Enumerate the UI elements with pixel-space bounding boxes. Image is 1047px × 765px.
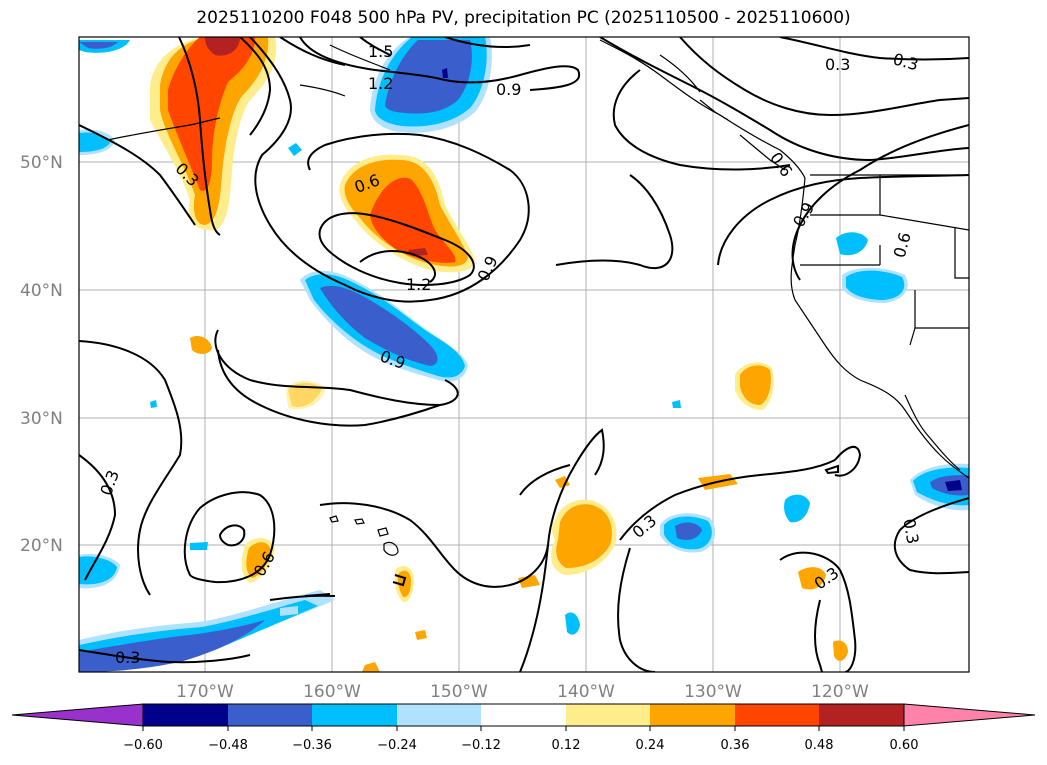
colorbar-bin <box>819 704 904 726</box>
colorbar-frame <box>142 703 905 727</box>
colorbar-bin <box>566 704 650 726</box>
colorbar-tick-label: −0.12 <box>461 738 501 753</box>
colorbar-tick-label: 0.24 <box>636 738 665 753</box>
map-frame <box>78 36 970 673</box>
colorbar-bin <box>312 704 397 726</box>
precip-negative-anomalies <box>79 37 969 672</box>
lon-label: 160°W <box>303 682 361 702</box>
contour-label: 1.2 <box>368 74 393 93</box>
lon-labels: 170°W 160°W 150°W 140°W 130°W 120°W <box>176 682 869 702</box>
contour-label: 0.3 <box>825 55 850 74</box>
colorbar-tick-label: −0.60 <box>123 738 163 753</box>
colorbar-bin <box>735 704 819 726</box>
contour-label: 1.5 <box>368 42 393 61</box>
colorbar-bin <box>397 704 481 726</box>
lon-label: 140°W <box>557 682 615 702</box>
colorbar-tick-label: 0.48 <box>805 738 834 753</box>
precip-positive-anomalies <box>150 37 848 672</box>
lon-label: 150°W <box>430 682 488 702</box>
contour-label: 0.3 <box>899 517 922 545</box>
lat-label: 20°N <box>20 536 63 556</box>
colorbar-tick-label: 0.60 <box>890 738 919 753</box>
colorbar: −0.60 −0.48 −0.36 −0.24 −0.12 0.12 0.24 … <box>11 703 1036 753</box>
lat-label: 50°N <box>20 153 63 173</box>
lat-label: 30°N <box>20 409 63 429</box>
colorbar-bin <box>143 704 228 726</box>
lat-labels: 50°N 40°N 30°N 20°N <box>20 153 63 556</box>
coastlines <box>107 39 969 556</box>
map-title: 2025110200 F048 500 hPa PV, precipitatio… <box>196 8 851 28</box>
colorbar-tick-label: −0.48 <box>208 738 248 753</box>
colorbar-tick-label: −0.36 <box>292 738 332 753</box>
contour-label: 0.3 <box>115 648 140 667</box>
lon-label: 170°W <box>176 682 234 702</box>
lon-label: 120°W <box>811 682 869 702</box>
contour-label: 1.2 <box>406 275 431 294</box>
pv-contours <box>79 37 969 672</box>
colorbar-extend-min <box>11 703 144 727</box>
contour-label: 0.9 <box>496 80 521 99</box>
colorbar-tick-label: −0.24 <box>377 738 417 753</box>
colorbar-extend-max <box>903 703 1036 727</box>
colorbar-tick-label: 0.12 <box>552 738 581 753</box>
colorbar-bin <box>481 704 566 726</box>
colorbar-tick-label: 0.36 <box>721 738 750 753</box>
lat-label: 40°N <box>20 281 63 301</box>
colorbar-bin <box>228 704 312 726</box>
colorbar-bin <box>650 704 735 726</box>
lon-label: 130°W <box>684 682 742 702</box>
